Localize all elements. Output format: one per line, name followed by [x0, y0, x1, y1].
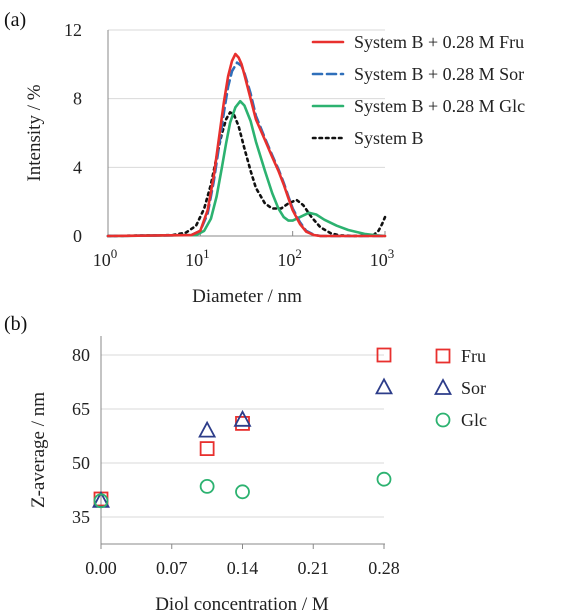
series-line-4	[106, 111, 387, 238]
panel-b: (b) 35 50 65 80 0.00 0.07 0.14 0.21 0.28 Z-aver…	[4, 313, 487, 615]
series-line-1	[106, 52, 387, 238]
y-tick-label-b: 65	[72, 399, 90, 419]
x-tick-label-b: 0.21	[298, 558, 330, 578]
x-axis-label-a: Diameter / nm	[192, 286, 302, 307]
x-tick-label-a: 103	[370, 246, 395, 270]
data-point-sor	[198, 420, 217, 438]
y-axis-label-a: Intensity / %	[24, 84, 45, 181]
legend-label-b: Sor	[461, 378, 486, 398]
x-tick-label-b: 0.14	[227, 558, 259, 578]
x-ticks-b: 0.00 0.07 0.14 0.21 0.28	[85, 544, 400, 578]
y-ticks-b: 35 50 65 80	[72, 345, 90, 527]
panel-label-b: (b)	[4, 313, 27, 335]
data-point-sor	[233, 409, 252, 427]
y-tick-label-a: 0	[73, 226, 82, 246]
panel-label-a: (a)	[4, 9, 26, 31]
data-point-glc	[199, 478, 215, 494]
legend-label-b: Glc	[461, 410, 487, 430]
series-lines-a	[106, 52, 387, 238]
y-tick-label-a: 4	[73, 157, 82, 177]
legend-a: System B + 0.28 M Fru System B + 0.28 M S…	[311, 32, 525, 148]
series-markers-b	[91, 347, 394, 509]
x-tick-label-a: 102	[277, 246, 302, 270]
y-ticks-a: 0 4 8 12	[64, 20, 82, 246]
y-axis-label-b: Z-average / nm	[28, 392, 49, 508]
legend-label-a: System B	[354, 128, 424, 148]
data-point-fru	[199, 441, 215, 457]
legend-marker-fru	[435, 348, 451, 364]
x-ticks-a: 100 101 102 103	[93, 231, 395, 270]
y-tick-label-b: 35	[72, 507, 90, 527]
y-tick-label-b: 50	[72, 453, 90, 473]
legend-label-b: Fru	[461, 346, 486, 366]
legend-b: Fru Sor Glc	[433, 346, 487, 430]
x-tick-label-a: 101	[185, 246, 210, 270]
series-line-2	[106, 61, 387, 238]
data-point-sor	[374, 377, 394, 395]
y-tick-label-a: 12	[64, 20, 82, 40]
series-line-3	[106, 99, 387, 238]
x-tick-label-a: 100	[93, 246, 118, 270]
gridlines-a	[108, 29, 385, 168]
x-tick-label-b: 0.07	[156, 558, 188, 578]
data-point-glc	[235, 484, 250, 500]
data-point-glc	[376, 471, 392, 487]
legend-label-a: System B + 0.28 M Sor	[354, 64, 524, 84]
data-point-glc	[93, 493, 109, 509]
y-tick-label-a: 8	[73, 89, 82, 109]
x-tick-label-b: 0.00	[85, 558, 117, 578]
gridlines-b	[101, 354, 384, 518]
legend-label-a: System B + 0.28 M Fru	[354, 32, 524, 52]
legend-marker-sor	[433, 378, 453, 395]
y-tick-label-b: 80	[72, 345, 90, 365]
data-point-fru	[376, 347, 392, 363]
legend-marker-glc	[435, 412, 451, 428]
x-axis-label-b: Diol concentration / M	[155, 594, 329, 615]
legend-label-a: System B + 0.28 M Glc	[354, 96, 525, 116]
x-tick-label-b: 0.28	[368, 558, 400, 578]
panel-a: (a) 0 4 8 12 100 101 102 103 Intensity / % Dia…	[4, 9, 525, 307]
